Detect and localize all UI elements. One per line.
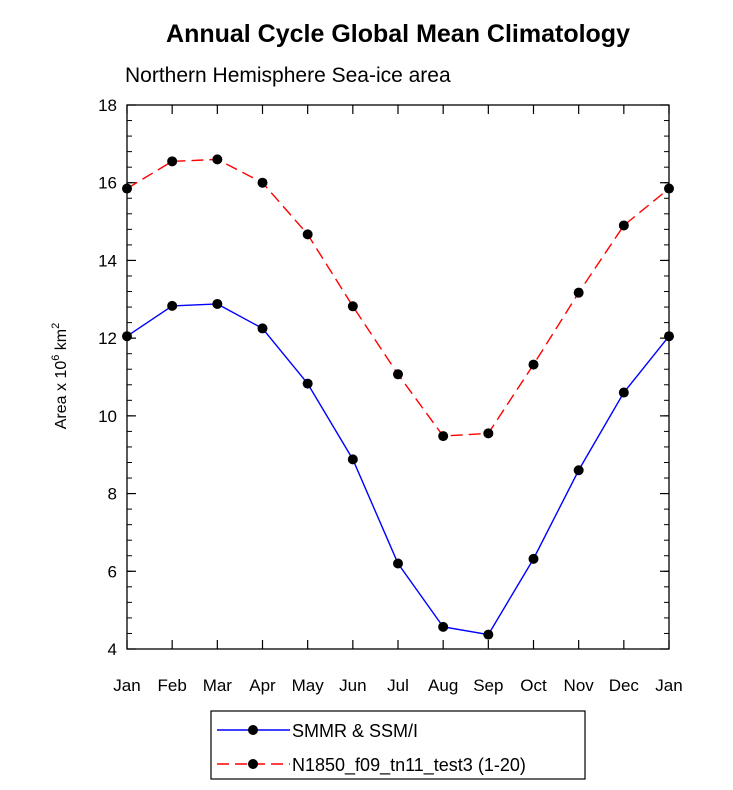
series-1-point xyxy=(573,287,584,298)
series-1-point xyxy=(302,229,313,240)
series-0-point xyxy=(483,629,494,640)
legend-marker-model xyxy=(248,759,258,769)
x-tick-label: Dec xyxy=(609,676,640,695)
series-0-point xyxy=(393,558,403,569)
x-tick-label: Sep xyxy=(473,676,503,695)
y-axis-label-unit-exponent: 2 xyxy=(50,323,62,329)
axis-ticks xyxy=(126,104,670,650)
x-tick-label: Jan xyxy=(655,676,682,695)
series-1-point xyxy=(438,431,449,442)
series-0-point xyxy=(528,553,539,564)
svg-text:Area x 106 km2: Area x 106 km2 xyxy=(50,323,70,430)
plot-frame xyxy=(126,104,670,650)
series-0-point xyxy=(618,387,629,398)
y-axis-label-exponent: 6 xyxy=(50,355,62,361)
y-tick-label: 8 xyxy=(108,485,117,504)
tick-labels: 4 6 8 10 12 14 16 18 Jan Feb Mar Apr May Jun Jul Aug Sep… xyxy=(98,96,683,695)
y-axis-label-base: Area x 10 xyxy=(53,361,70,430)
series-1-point xyxy=(257,177,268,188)
x-tick-label: Apr xyxy=(249,676,276,695)
series-1-point xyxy=(618,220,629,231)
x-tick-label: Aug xyxy=(428,676,458,695)
y-tick-label: 10 xyxy=(98,407,117,426)
series-0-point xyxy=(167,300,178,311)
series-1-point xyxy=(393,369,403,380)
series-1-point xyxy=(167,156,178,167)
series-1-point xyxy=(212,154,223,165)
x-tick-label: Mar xyxy=(203,676,233,695)
y-tick-label: 12 xyxy=(98,329,117,348)
series-0-point xyxy=(257,323,268,334)
series-0-point xyxy=(212,298,223,309)
legend-label-model: N1850_f09_tn11_test3 (1-20) xyxy=(292,755,526,776)
y-tick-label: 14 xyxy=(98,251,117,270)
x-tick-label: Feb xyxy=(158,676,187,695)
legend-marker-smmr xyxy=(248,725,258,735)
series-0-point xyxy=(302,378,313,389)
series-line-0 xyxy=(126,303,670,636)
series-0-point xyxy=(347,454,358,465)
series-line-1 xyxy=(126,158,670,437)
y-axis-label: Area x 106 km2 xyxy=(50,323,70,430)
series-1-point xyxy=(347,301,358,312)
legend: SMMR & SSM/I N1850_f09_tn11_test3 (1-20) xyxy=(210,710,586,780)
x-tick-label: May xyxy=(292,676,325,695)
y-axis-label-unit: km xyxy=(53,329,70,355)
x-tick-label: Jun xyxy=(339,676,366,695)
y-tick-label: 16 xyxy=(98,174,117,193)
y-tick-label: 4 xyxy=(108,640,117,659)
series-0-point xyxy=(573,465,584,476)
series-0-point xyxy=(438,621,449,632)
series-layer xyxy=(122,154,674,640)
legend-box xyxy=(210,710,586,780)
chart-subtitle: Northern Hemisphere Sea-ice area xyxy=(125,64,451,87)
chart-title: Annual Cycle Global Mean Climatology xyxy=(166,20,630,48)
x-tick-label: Nov xyxy=(564,676,595,695)
x-tick-label: Jan xyxy=(113,676,140,695)
y-tick-label: 6 xyxy=(108,562,117,581)
legend-label-smmr: SMMR & SSM/I xyxy=(292,721,418,741)
x-tick-label: Jul xyxy=(387,676,409,695)
series-1-point xyxy=(483,428,494,439)
series-1-point xyxy=(528,359,539,370)
x-tick-label: Oct xyxy=(520,676,547,695)
y-tick-label: 18 xyxy=(98,96,117,115)
